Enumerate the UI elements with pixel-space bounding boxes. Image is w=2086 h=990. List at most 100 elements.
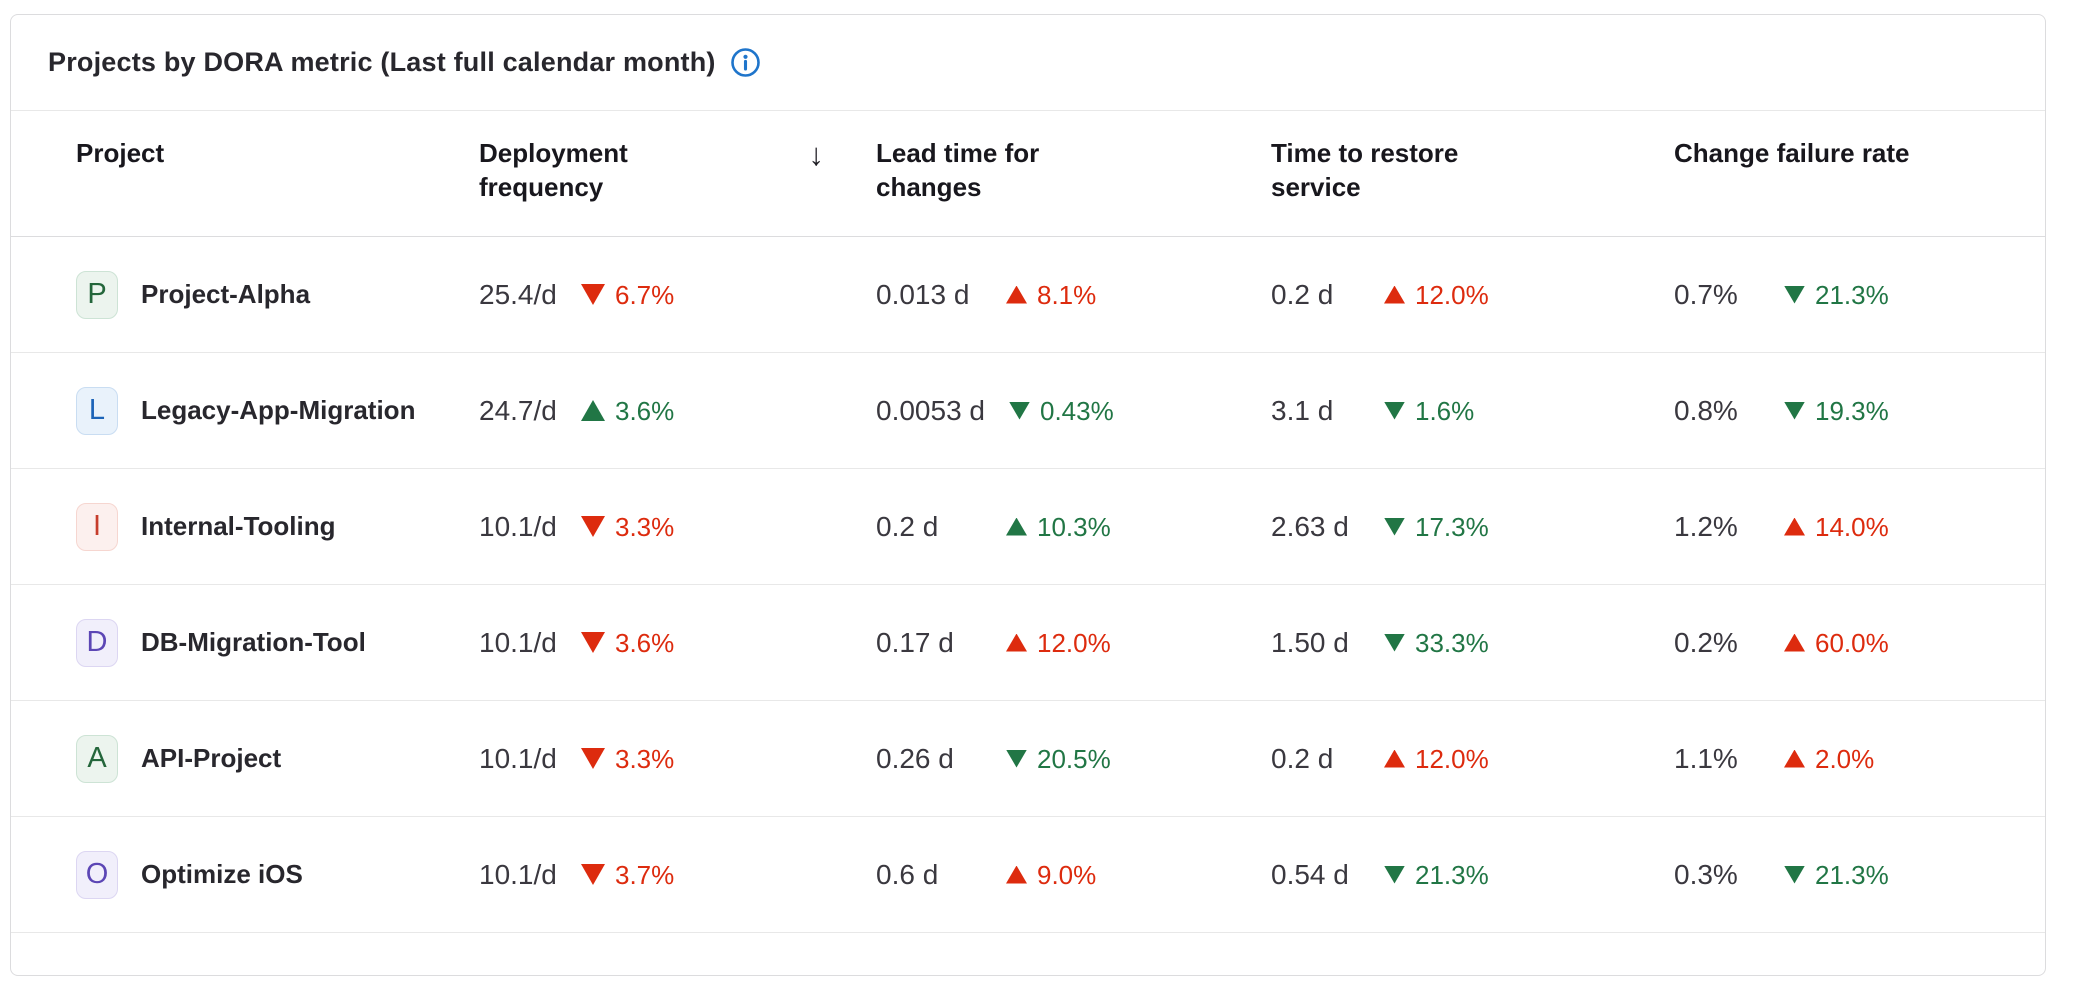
triangle-down-icon [1784,285,1805,304]
metric-value: 10.1/d [479,510,557,542]
trend-indicator: 12.0% [1384,746,1489,772]
triangle-up-icon [1006,633,1027,652]
trend-indicator: 17.3% [1384,514,1489,540]
dora-metrics-card: Projects by DORA metric (Last full calen… [10,14,2046,976]
triangle-down-icon [1784,401,1805,420]
triangle-down-icon [1006,749,1027,768]
trend-indicator: 12.0% [1384,282,1489,308]
column-header-deployment-frequency[interactable]: Deployment frequency ↓ [479,111,876,236]
metric-cell-deployment-frequency: 10.1/d 3.7% [479,859,876,891]
table-row[interactable]: A API-Project 10.1/d 3.3% 0.26 d 20.5% 0… [11,701,2045,817]
trend-indicator: 3.3% [581,746,674,772]
sort-descending-icon[interactable]: ↓ [808,137,825,172]
triangle-up-icon [581,400,605,421]
metric-value: 0.8% [1674,394,1738,426]
project-cell: A API-Project [76,734,479,783]
metric-value: 1.2% [1674,510,1738,542]
metric-value: 0.2% [1674,626,1738,658]
triangle-up-icon [1006,285,1027,304]
project-name[interactable]: API-Project [141,743,282,773]
column-header-change-failure-rate[interactable]: Change failure rate [1674,111,2015,236]
trend-indicator: 21.3% [1384,862,1489,888]
column-label: Change failure rate [1674,138,1910,168]
triangle-up-icon [1384,285,1405,304]
column-header-lead-time-for-changes[interactable]: Lead time for changes [876,111,1271,236]
trend-percent: 60.0% [1815,627,1889,658]
trend-percent: 2.0% [1815,743,1875,774]
trend-percent: 3.7% [615,859,675,890]
table-row[interactable]: I Internal-Tooling 10.1/d 3.3% 0.2 d 10.… [11,469,2045,585]
table-row[interactable]: L Legacy-App-Migration 24.7/d 3.6% 0.005… [11,353,2045,469]
metric-value: 1.1% [1674,742,1738,774]
trend-indicator: 14.0% [1784,514,1889,540]
project-name[interactable]: Legacy-App-Migration [141,395,416,425]
triangle-down-icon [581,864,605,885]
metric-cell-change-failure-rate: 0.2% 60.0% [1674,627,2015,659]
triangle-up-icon [1784,633,1805,652]
project-name[interactable]: DB-Migration-Tool [141,627,366,657]
metric-cell-time-to-restore-service: 0.2 d 12.0% [1271,279,1674,311]
metric-cell-time-to-restore-service: 2.63 d 17.3% [1271,511,1674,543]
trend-percent: 14.0% [1815,511,1889,542]
column-label: Deployment frequency [479,138,628,202]
metric-cell-time-to-restore-service: 0.2 d 12.0% [1271,743,1674,775]
info-icon[interactable] [730,47,761,78]
trend-indicator: 3.6% [581,630,674,656]
card-header: Projects by DORA metric (Last full calen… [11,15,2045,111]
metric-value: 0.3% [1674,858,1738,890]
trend-percent: 3.3% [615,511,675,542]
trend-indicator: 21.3% [1784,282,1889,308]
trend-percent: 21.3% [1415,859,1489,890]
metric-cell-lead-time-for-changes: 0.6 d 9.0% [876,859,1271,891]
triangle-down-icon [1384,517,1405,536]
metric-cell-change-failure-rate: 0.3% 21.3% [1674,859,2015,891]
trend-percent: 3.6% [615,395,675,426]
column-header-project[interactable]: Project [76,111,479,236]
triangle-down-icon [1784,865,1805,884]
column-header-time-to-restore-service[interactable]: Time to restore service [1271,111,1674,236]
metric-value: 0.0053 d [876,394,985,426]
triangle-down-icon [1384,865,1405,884]
trend-percent: 3.6% [615,627,675,658]
metric-value: 0.6 d [876,858,939,890]
trend-percent: 21.3% [1815,859,1889,890]
trend-percent: 1.6% [1415,395,1475,426]
metric-cell-deployment-frequency: 24.7/d 3.6% [479,395,876,427]
trend-indicator: 3.3% [581,514,674,540]
triangle-down-icon [581,284,605,305]
metric-cell-time-to-restore-service: 1.50 d 33.3% [1271,627,1674,659]
table-row[interactable]: D DB-Migration-Tool 10.1/d 3.6% 0.17 d 1… [11,585,2045,701]
metric-cell-lead-time-for-changes: 0.0053 d 0.43% [876,395,1271,427]
column-label: Project [76,138,165,168]
table-row[interactable]: P Project-Alpha 25.4/d 6.7% 0.013 d 8.1%… [11,237,2045,353]
trend-indicator: 0.43% [1009,398,1114,424]
trend-indicator: 3.6% [581,398,674,424]
metric-value: 0.26 d [876,742,954,774]
trend-indicator: 9.0% [1006,862,1096,888]
trend-percent: 9.0% [1037,859,1097,890]
metric-cell-deployment-frequency: 10.1/d 3.6% [479,627,876,659]
triangle-down-icon [581,748,605,769]
metric-value: 3.1 d [1271,394,1334,426]
project-avatar: O [76,850,118,899]
table-row[interactable]: O Optimize iOS 10.1/d 3.7% 0.6 d 9.0% 0.… [11,817,2045,933]
metric-cell-time-to-restore-service: 3.1 d 1.6% [1271,395,1674,427]
project-cell: P Project-Alpha [76,270,479,319]
triangle-up-icon [1006,865,1027,884]
project-avatar: I [76,502,118,551]
metric-value: 0.2 d [1271,742,1334,774]
trend-percent: 33.3% [1415,627,1489,658]
trend-percent: 10.3% [1037,511,1111,542]
triangle-up-icon [1784,517,1805,536]
project-name[interactable]: Project-Alpha [141,279,311,309]
metric-cell-change-failure-rate: 1.1% 2.0% [1674,743,2015,775]
metric-value: 2.63 d [1271,510,1349,542]
trend-percent: 12.0% [1037,627,1111,658]
metric-value: 0.54 d [1271,858,1349,890]
project-name[interactable]: Internal-Tooling [141,511,336,541]
metric-cell-time-to-restore-service: 0.54 d 21.3% [1271,859,1674,891]
triangle-down-icon [581,632,605,653]
project-name[interactable]: Optimize iOS [141,859,303,889]
trend-indicator: 8.1% [1006,282,1096,308]
table-header-row: Project Deployment frequency ↓ Lead time… [11,111,2045,237]
